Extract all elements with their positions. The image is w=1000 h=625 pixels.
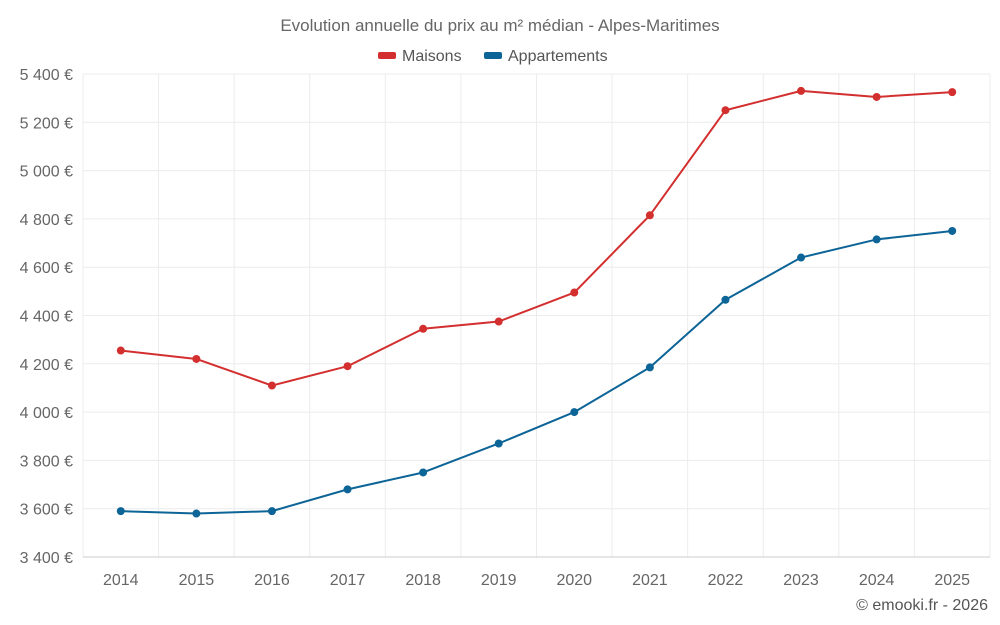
- y-tick-label: 3 400 €: [20, 550, 73, 567]
- data-point[interactable]: [494, 439, 503, 448]
- data-point[interactable]: [721, 295, 730, 304]
- data-point[interactable]: [267, 507, 276, 516]
- data-point[interactable]: [645, 363, 654, 372]
- x-tick-label: 2018: [405, 572, 441, 589]
- y-axis: 3 400 € 3 600 € 3 800 € 4 000 € 4 200 € 4 400…: [20, 67, 73, 567]
- data-point[interactable]: [494, 317, 503, 326]
- y-tick-label: 4 400 €: [20, 309, 73, 326]
- y-tick-label: 5 400 €: [20, 67, 73, 84]
- y-tick-label: 4 000 €: [20, 405, 73, 422]
- legend[interactable]: Maisons Appartements: [378, 48, 608, 65]
- series-line: [120, 229, 953, 515]
- data-point[interactable]: [948, 226, 957, 235]
- legend-item-maisons[interactable]: Maisons: [378, 48, 462, 65]
- x-tick-label: 2022: [708, 572, 744, 589]
- data-point[interactable]: [721, 106, 730, 115]
- x-tick-label: 2016: [254, 572, 290, 589]
- data-point[interactable]: [872, 92, 881, 101]
- data-point[interactable]: [570, 288, 579, 297]
- series-appartements: [116, 226, 957, 518]
- legend-item-appartements[interactable]: Appartements: [484, 48, 608, 65]
- y-tick-label: 4 200 €: [20, 357, 73, 374]
- y-tick-label: 5 000 €: [20, 164, 73, 181]
- x-axis: 2014 2015 2016 2017 2018 2019 2020 2021 2022 2023…: [83, 556, 990, 589]
- credit-text: © emooki.fr - 2026: [856, 597, 988, 614]
- y-tick-label: 3 800 €: [20, 453, 73, 470]
- legend-swatch: [378, 52, 396, 59]
- data-point[interactable]: [116, 346, 125, 355]
- x-tick-label: 2020: [556, 572, 592, 589]
- x-tick-label: 2017: [330, 572, 366, 589]
- data-point[interactable]: [343, 362, 352, 371]
- data-point[interactable]: [419, 324, 428, 333]
- data-point[interactable]: [419, 468, 428, 477]
- x-tick-label: 2014: [103, 572, 139, 589]
- data-point[interactable]: [797, 86, 806, 95]
- legend-swatch: [484, 52, 502, 59]
- data-point[interactable]: [872, 235, 881, 244]
- data-point[interactable]: [116, 507, 125, 516]
- x-tick-label: 2023: [783, 572, 819, 589]
- chart-title: Evolution annuelle du prix au m² médian …: [280, 16, 719, 35]
- grid: [82, 73, 991, 558]
- legend-label: Maisons: [402, 48, 462, 65]
- data-point[interactable]: [192, 509, 201, 518]
- x-tick-label: 2019: [481, 572, 517, 589]
- y-tick-label: 4 800 €: [20, 212, 73, 229]
- x-tick-label: 2024: [859, 572, 895, 589]
- series-line: [120, 89, 953, 387]
- data-point[interactable]: [267, 381, 276, 390]
- x-tick-label: 2021: [632, 572, 668, 589]
- data-point[interactable]: [948, 88, 957, 97]
- x-tick-label: 2025: [934, 572, 970, 589]
- legend-label: Appartements: [508, 48, 608, 65]
- data-point[interactable]: [645, 211, 654, 220]
- data-point[interactable]: [797, 253, 806, 262]
- data-point[interactable]: [343, 485, 352, 494]
- y-tick-label: 4 600 €: [20, 260, 73, 277]
- series-maisons: [116, 86, 957, 390]
- y-tick-label: 5 200 €: [20, 115, 73, 132]
- y-tick-label: 3 600 €: [20, 502, 73, 519]
- data-point[interactable]: [570, 408, 579, 417]
- x-tick-label: 2015: [179, 572, 215, 589]
- data-point[interactable]: [192, 354, 201, 363]
- series-group: [116, 86, 957, 518]
